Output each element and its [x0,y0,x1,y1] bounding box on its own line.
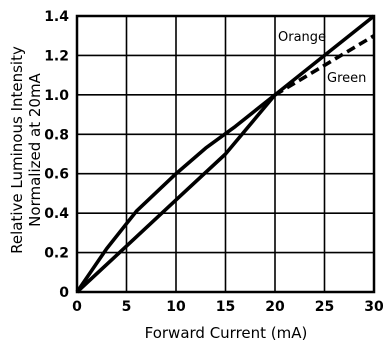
plot-frame [75,14,376,294]
y-tick-labels: 0 0.2 0.4 0.6 0.8 1.0 1.2 1.4 [44,9,69,301]
y-tick-label: 1.2 [44,48,69,64]
y-tick-label: 0.6 [44,167,69,183]
series-line-green-dashed [274,34,375,97]
y-axis-title-line-1: Relative Luminous Intensity [8,46,26,254]
x-tick-label: 5 [122,299,132,315]
x-tick-labels: 0 5 10 15 20 25 30 [72,299,383,315]
series-label-green: Green [327,71,366,86]
y-tick-label: 0 [59,285,69,301]
y-axis-title: Relative Luminous Intensity Normalized a… [8,46,44,254]
x-tick-label: 25 [315,299,334,315]
y-tick-label: 1.0 [44,88,69,104]
series-layer [75,14,376,294]
y-tick-label: 0.8 [44,127,69,143]
x-tick-label: 10 [166,299,186,315]
y-tick-label: 0.4 [44,206,69,222]
x-tick-label: 20 [265,299,285,315]
y-tick-label: 1.4 [44,9,69,25]
x-tick-label: 15 [216,299,235,315]
series-label-orange: Orange [278,30,326,45]
y-tick-label: 0.2 [44,246,69,262]
y-axis-title-line-2: Normalized at 20mA [26,72,44,226]
x-axis-title: Forward Current (mA) [145,324,308,342]
series-line-orange [75,14,376,294]
series-line-green [75,93,277,294]
x-tick-label: 30 [364,299,383,315]
x-tick-label: 0 [72,299,82,315]
